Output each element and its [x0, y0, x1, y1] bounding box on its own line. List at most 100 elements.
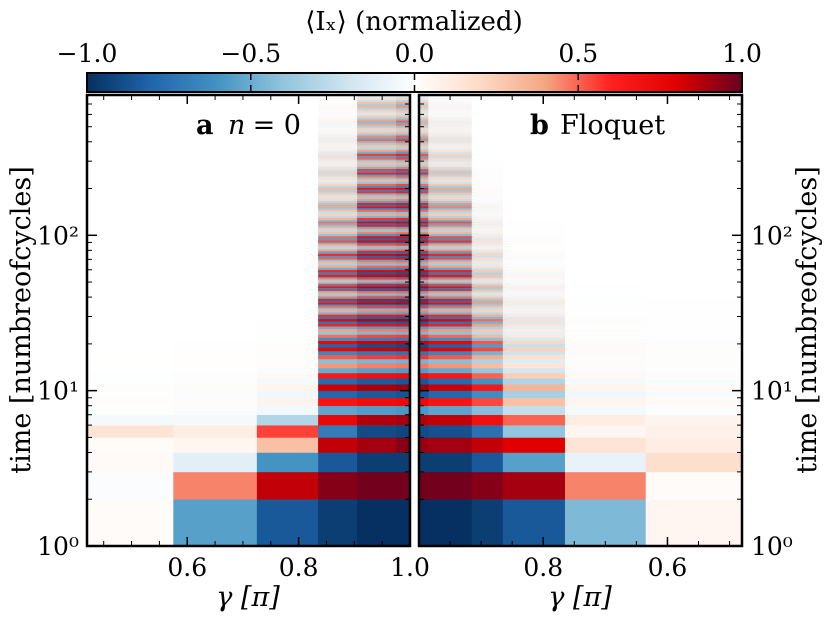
- heatmap-cell: [357, 127, 397, 130]
- heatmap-cell: [645, 107, 742, 110]
- heatmap-cell: [564, 202, 647, 205]
- heatmap-cell: [419, 146, 429, 149]
- heatmap-cell: [419, 318, 429, 322]
- heatmap-cell: [256, 204, 319, 207]
- heatmap-cell: [256, 211, 319, 214]
- heatmap-cell: [645, 274, 742, 278]
- heatmap-cell: [471, 155, 504, 158]
- heatmap-cell: [396, 148, 410, 151]
- heatmap-cell: [318, 109, 358, 112]
- heatmap-cell: [256, 99, 319, 102]
- heatmap-cell: [419, 127, 429, 130]
- heatmap-cell: [471, 105, 504, 108]
- heatmap-cell: [87, 129, 174, 132]
- heatmap-cell: [357, 209, 397, 212]
- heatmap-cell: [256, 198, 319, 201]
- heatmap-cell: [173, 350, 258, 356]
- heatmap-cell: [428, 257, 473, 260]
- heatmap-cell: [396, 321, 410, 324]
- heatmap-cell: [471, 321, 504, 324]
- heatmap-cell: [87, 304, 174, 307]
- heatmap-cell: [419, 122, 429, 125]
- heatmap-cell: [256, 238, 319, 241]
- heatmap-cell: [256, 221, 319, 224]
- heatmap-cell: [318, 232, 358, 235]
- heatmap-cell: [318, 238, 358, 241]
- heatmap-cell: [502, 138, 566, 142]
- heatmap-cell: [318, 350, 358, 356]
- heatmap-cell: [173, 278, 258, 280]
- heatmap-cell: [564, 347, 647, 352]
- heatmap-cell: [87, 97, 174, 101]
- heatmap-cell: [502, 224, 566, 227]
- heatmap-cell: [502, 253, 566, 256]
- heatmap-cell: [502, 276, 566, 279]
- heatmap-cell: [419, 343, 429, 348]
- heatmap-cell: [318, 168, 358, 171]
- heatmap-cell: [173, 140, 258, 143]
- heatmap-cell: [645, 230, 742, 233]
- heatmap-cell: [502, 217, 566, 221]
- heatmap-cell: [471, 118, 504, 121]
- heatmap-cell: [645, 321, 742, 324]
- heatmap-cell: [396, 202, 410, 205]
- heatmap-cell: [318, 334, 358, 338]
- heatmap-cell: [173, 142, 258, 145]
- heatmap-cell: [564, 302, 647, 305]
- heatmap-cell: [87, 170, 174, 173]
- heatmap-cell: [471, 219, 504, 222]
- heatmap-cell: [173, 452, 258, 473]
- heatmap-cell: [471, 187, 504, 190]
- heatmap-cell: [357, 276, 397, 279]
- heatmap-cell: [256, 181, 319, 184]
- heatmap-cell: [87, 222, 174, 226]
- heatmap-cell: [645, 148, 742, 151]
- heatmap-cell: [173, 120, 258, 123]
- heatmap-cell: [396, 144, 410, 147]
- heatmap-cell: [428, 219, 473, 222]
- heatmap-cell: [645, 318, 742, 322]
- heatmap-cell: [256, 350, 319, 356]
- heatmap-cell: [645, 142, 742, 145]
- heatmap-cell: [318, 162, 358, 166]
- heatmap-cell: [256, 328, 319, 332]
- heatmap-cell: [645, 372, 742, 379]
- heatmap-cell: [502, 283, 566, 286]
- heatmap-cell: [87, 405, 174, 416]
- heatmap-cell: [173, 233, 258, 237]
- heatmap-cell: [502, 304, 566, 307]
- heatmap-cell: [502, 261, 566, 264]
- heatmap-cell: [256, 127, 319, 130]
- heatmap-cell: [502, 124, 566, 127]
- heatmap-cell: [645, 187, 742, 190]
- heatmap-cell: [87, 302, 174, 305]
- heatmap-cell: [471, 247, 504, 249]
- heatmap-cell: [357, 96, 397, 99]
- heatmap-cell: [357, 233, 397, 237]
- heatmap-cell: [564, 181, 647, 184]
- heatmap-cell: [419, 306, 429, 309]
- heatmap-cell: [645, 155, 742, 158]
- heatmap-cell: [419, 272, 429, 275]
- heatmap-cell: [428, 263, 473, 266]
- heatmap-cell: [645, 202, 742, 205]
- heatmap-cell: [173, 248, 258, 251]
- heatmap-cell: [256, 120, 319, 123]
- heatmap-cell: [396, 372, 410, 379]
- heatmap-cell: [502, 390, 566, 399]
- heatmap-cell: [396, 193, 410, 196]
- heatmap-cell: [318, 140, 358, 143]
- heatmap-cell: [396, 278, 410, 280]
- heatmap-cell: [318, 318, 358, 322]
- heatmap-cell: [564, 235, 647, 239]
- heatmap-cell: [173, 178, 258, 181]
- heatmap-cell: [419, 372, 429, 379]
- heatmap-cell: [173, 109, 258, 112]
- heatmap-cell: [645, 326, 742, 330]
- heatmap-cell: [428, 125, 473, 129]
- heatmap-cell: [318, 245, 358, 248]
- heatmap-cell: [419, 245, 429, 248]
- heatmap-cell: [564, 228, 647, 231]
- heatmap-cell: [256, 183, 319, 186]
- heatmap-cell: [318, 279, 358, 282]
